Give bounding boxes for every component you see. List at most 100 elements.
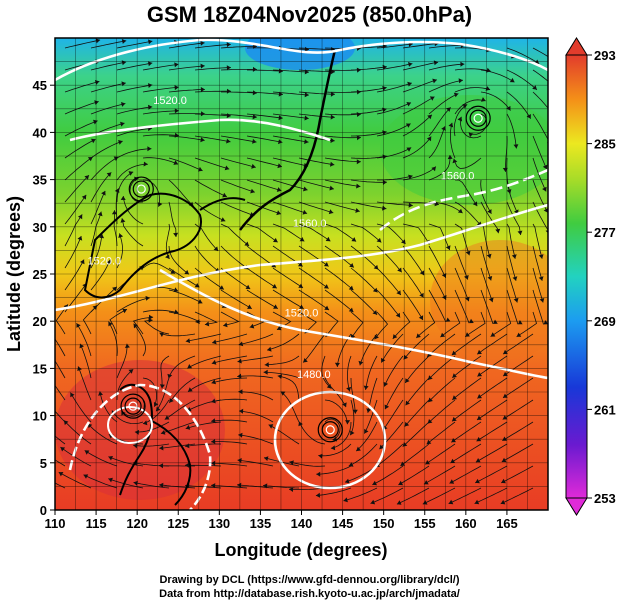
streamline — [324, 289, 354, 313]
streamline — [220, 267, 251, 290]
streamline-arrow — [477, 349, 482, 355]
streamline-arrow — [487, 276, 493, 281]
streamline — [454, 87, 491, 93]
streamline-arrow — [495, 228, 501, 234]
colorbar-label: 285 — [594, 137, 616, 152]
streamline-arrow — [98, 391, 103, 396]
streamline-arrow — [382, 205, 387, 211]
streamline-arrow — [356, 135, 361, 141]
streamline — [448, 487, 482, 505]
streamline-arrow — [276, 325, 282, 331]
streamline — [506, 47, 540, 65]
streamline — [90, 211, 102, 247]
streamline-arrow — [452, 395, 457, 400]
streamline-arrow — [477, 372, 483, 377]
streamline — [516, 311, 537, 338]
streamline — [246, 223, 278, 243]
streamline — [428, 93, 459, 115]
streamline-arrow — [556, 88, 561, 93]
streamline — [402, 136, 432, 159]
streamline-arrow — [502, 415, 508, 420]
streamline — [194, 90, 232, 93]
streamline-arrow — [185, 338, 191, 344]
streamline — [370, 487, 404, 504]
streamline-arrow — [226, 138, 231, 144]
streamline — [58, 471, 92, 489]
streamline-arrow — [145, 295, 150, 301]
streamline-arrow — [185, 462, 189, 468]
streamline-arrow — [149, 314, 154, 320]
streamline-arrow — [539, 298, 545, 303]
streamline — [480, 179, 492, 214]
streamline-arrow — [511, 254, 517, 259]
streamline-arrow — [402, 442, 408, 447]
streamline — [428, 267, 447, 300]
vortex-ring — [120, 393, 146, 419]
streamline — [376, 223, 406, 245]
streamline-arrow — [350, 430, 355, 436]
streamline — [142, 134, 179, 137]
streamline — [474, 487, 508, 504]
streamline — [76, 322, 92, 357]
streamline — [64, 101, 99, 115]
colorbar-label: 269 — [594, 314, 616, 329]
streamline-arrow — [148, 83, 153, 88]
streamline — [318, 443, 352, 457]
streamline — [425, 443, 456, 465]
x-axis-title: Longitude (degrees) — [214, 540, 387, 560]
streamline — [187, 355, 222, 369]
streamline-arrow — [200, 63, 205, 69]
streamline — [90, 40, 127, 49]
streamline-arrow — [426, 136, 432, 142]
streamline — [348, 443, 378, 467]
streamline — [64, 156, 93, 181]
streamline-arrow — [60, 447, 66, 452]
streamline-arrow — [264, 362, 269, 368]
streamline — [359, 333, 378, 366]
streamline — [168, 377, 196, 403]
streamline — [237, 375, 274, 379]
streamline-arrow — [488, 297, 494, 303]
streamline — [428, 126, 446, 159]
streamline-arrow — [364, 428, 369, 434]
colorbar-label: 261 — [594, 402, 616, 417]
streamline-arrow — [445, 317, 451, 322]
streamline — [116, 297, 150, 313]
streamline — [460, 116, 482, 139]
streamline — [480, 245, 492, 281]
streamline — [212, 333, 248, 344]
streamline — [454, 179, 478, 207]
streamline — [266, 333, 300, 351]
streamline — [272, 223, 305, 242]
warm-patch-east — [430, 240, 548, 360]
streamline — [63, 420, 92, 445]
streamline-arrow — [403, 354, 409, 360]
streamline-arrow — [465, 250, 471, 256]
x-tick-label: 110 — [45, 516, 66, 531]
streamline-arrow — [252, 114, 257, 120]
streamline-arrow — [77, 366, 82, 371]
streamline-arrow — [211, 439, 216, 444]
streamline — [350, 66, 387, 71]
streamline-arrow — [263, 483, 268, 489]
warm-patch-west — [55, 360, 225, 500]
streamline — [502, 377, 534, 399]
streamline — [452, 377, 482, 401]
streamline-arrow — [318, 453, 323, 459]
streamline-arrow — [428, 375, 433, 380]
streamline-arrow — [325, 236, 331, 242]
streamline-arrow — [477, 415, 482, 420]
streamline-arrow — [114, 188, 120, 193]
streamline-arrow — [395, 312, 401, 318]
streamline-arrow — [159, 445, 164, 451]
vortex-ring — [132, 180, 150, 198]
streamline-arrow — [77, 236, 83, 241]
streamline — [142, 110, 179, 115]
streamline-arrow — [451, 350, 457, 356]
streamline-arrow — [211, 483, 216, 489]
y-tick-label: 10 — [33, 409, 47, 424]
streamline — [349, 399, 355, 436]
streamline — [142, 179, 161, 207]
streamline — [376, 289, 401, 318]
streamline — [246, 201, 282, 215]
